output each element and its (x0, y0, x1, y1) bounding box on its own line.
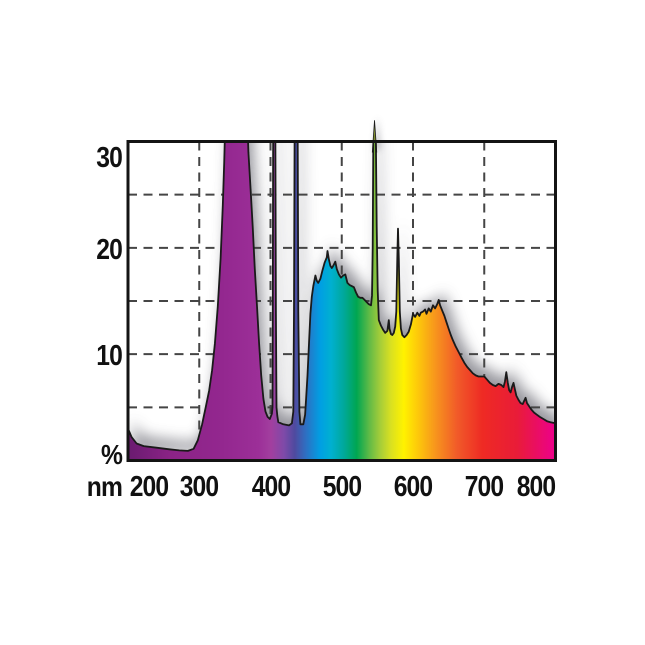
x-tick-label: 200 (129, 471, 169, 503)
y-axis-unit-label: % (100, 439, 123, 470)
x-tick-label: 300 (179, 471, 219, 503)
y-tick-label: 20 (96, 233, 123, 266)
x-tick-label: 400 (251, 471, 290, 503)
y-tick-label: 30 (96, 141, 123, 174)
plot-frame (126, 140, 557, 462)
x-tick-label: 500 (322, 471, 362, 503)
x-tick-label: 700 (464, 471, 504, 503)
y-tick-label: 10 (96, 340, 123, 373)
x-axis-unit-label: nm (86, 471, 123, 502)
spectrum-area (128, 141, 556, 461)
x-tick-label: 800 (516, 471, 556, 503)
x-tick-label: 600 (393, 471, 433, 503)
